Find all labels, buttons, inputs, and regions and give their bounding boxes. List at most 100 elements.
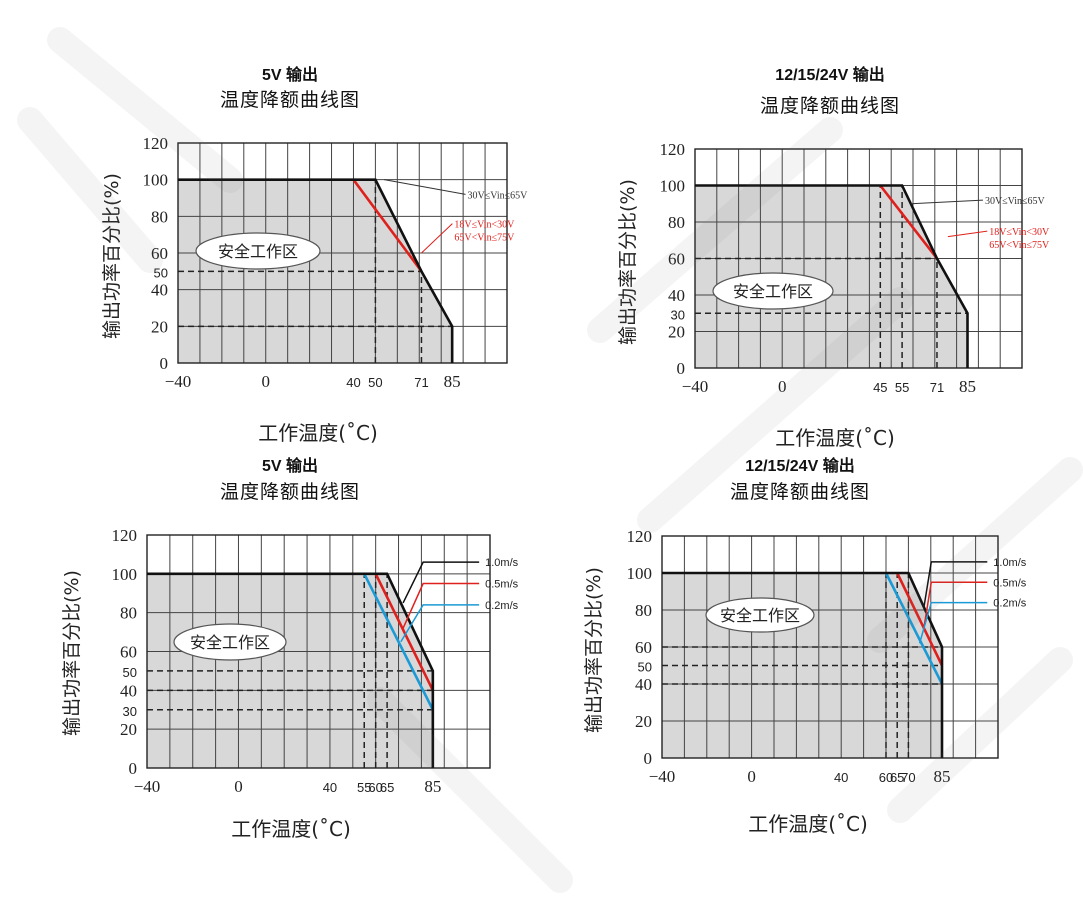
y-axis-title: 输出功率百分比(%) (617, 179, 639, 345)
x-tick-label: −40 (682, 377, 709, 396)
y-tick-label: 20 (151, 317, 168, 336)
y-tick-label: 120 (627, 527, 653, 546)
y-tick-label: 100 (627, 564, 653, 583)
x-axis-title: 工作温度(˚C) (775, 426, 895, 450)
x-axis-title: 工作温度(˚C) (231, 817, 351, 841)
series-line (147, 572, 435, 768)
x-axis-title: 工作温度(˚C) (748, 812, 868, 836)
y-tick-label: 60 (151, 244, 168, 263)
y-tick-label: 30 (123, 704, 137, 719)
x-tick-label: 71 (930, 380, 944, 395)
y-tick-label: 50 (123, 665, 137, 680)
annotation-label: 0.2m/s (485, 600, 519, 612)
safe-area-label: 安全工作区 (733, 282, 813, 301)
chart-title-line1: 12/15/24V 输出 (745, 458, 855, 475)
x-axis-title: 工作温度(˚C) (258, 421, 378, 445)
series-line (879, 184, 939, 260)
y-tick-label: 20 (668, 323, 685, 342)
chart-title-line1: 5V 输出 (261, 67, 319, 84)
y-tick-label: 60 (120, 643, 137, 662)
x-tick-label: −40 (649, 767, 676, 786)
y-tick-label: 0 (677, 359, 686, 378)
y-tick-label: 0 (160, 354, 169, 373)
y-tick-label: 0 (129, 759, 138, 778)
annotation-label: 65V<Vin≤75V (989, 240, 1050, 251)
x-tick-label: −40 (134, 777, 161, 796)
annotation-leader (947, 230, 988, 238)
x-tick-label: 55 (895, 380, 909, 395)
x-tick-label: 45 (873, 380, 887, 395)
safe-area-bubble (173, 623, 287, 661)
y-tick-label: 30 (671, 307, 685, 322)
annotation-label: 30V≤Vin≤65V (985, 196, 1046, 207)
annotation-leader (923, 561, 988, 607)
y-tick-label: 80 (120, 604, 137, 623)
y-tick-label: 100 (143, 171, 169, 190)
y-tick-label: 40 (635, 675, 652, 694)
chart-title-line1: 12/15/24V 输出 (775, 67, 885, 84)
x-tick-label: 0 (234, 777, 243, 796)
chart-title-line2: 温度降额曲线图 (219, 89, 360, 111)
y-tick-label: 100 (112, 565, 138, 584)
x-tick-label: 0 (261, 372, 270, 391)
y-tick-label: 20 (120, 720, 137, 739)
y-tick-label: 40 (668, 286, 685, 305)
x-tick-label: −40 (165, 372, 192, 391)
x-tick-label: 55 (357, 780, 371, 795)
annotation-leader (421, 223, 453, 254)
annotation-leader (918, 601, 988, 644)
series-line (352, 178, 423, 273)
y-tick-label: 50 (638, 660, 652, 675)
x-tick-label: 65 (380, 780, 394, 795)
y-tick-label: 120 (660, 140, 686, 159)
annotation-label: 65V<Vin≤75V (454, 233, 515, 244)
x-tick-label: 65 (890, 770, 904, 785)
x-tick-label: 85 (959, 377, 976, 396)
x-tick-label: 40 (323, 780, 337, 795)
annotation-label: 0.5m/s (485, 579, 519, 591)
annotation-label: 1.0m/s (485, 557, 519, 569)
safe-operating-area (178, 179, 453, 363)
annotation-label: 0.2m/s (993, 598, 1027, 610)
chart-title-line2: 温度降额曲线图 (219, 481, 360, 503)
plot-frame (177, 142, 508, 364)
y-tick-label: 80 (668, 213, 685, 232)
series-line (363, 573, 434, 711)
x-tick-label: 70 (901, 770, 915, 785)
plot-frame (146, 534, 491, 769)
y-tick-label: 100 (660, 177, 686, 196)
chart-title-line2: 温度降额曲线图 (759, 95, 900, 117)
y-tick-label: 120 (143, 134, 169, 153)
y-tick-label: 80 (151, 207, 168, 226)
annotation-label: 1.0m/s (993, 557, 1027, 569)
y-tick-label: 60 (635, 638, 652, 657)
annotation-label: 18V≤Vin<30V (454, 220, 515, 231)
safe-area-bubble (712, 272, 834, 310)
series-line (884, 572, 944, 685)
y-axis-title: 输出功率百分比(%) (61, 570, 83, 736)
safe-area-bubble (705, 597, 815, 633)
safe-area-label: 安全工作区 (720, 606, 800, 625)
y-axis-title: 输出功率百分比(%) (583, 567, 605, 733)
x-tick-label: 85 (424, 777, 441, 796)
series-line (662, 571, 944, 758)
annotation-leader (923, 581, 988, 627)
safe-area-bubble (195, 232, 321, 270)
annotation-label: 18V≤Vin<30V (989, 227, 1050, 238)
y-tick-label: 40 (120, 681, 137, 700)
y-tick-label: 40 (151, 281, 168, 300)
y-tick-label: 0 (644, 749, 653, 768)
series-line (896, 572, 944, 667)
safe-area-label: 安全工作区 (218, 242, 298, 261)
x-tick-label: 0 (778, 377, 787, 396)
y-axis-title: 输出功率百分比(%) (101, 173, 123, 339)
annotation-leader (400, 604, 480, 643)
annotation-label: 30V≤Vin≤65V (468, 190, 529, 201)
series-line (178, 178, 454, 363)
x-tick-label: 85 (444, 372, 461, 391)
x-tick-label: 60 (879, 770, 893, 785)
